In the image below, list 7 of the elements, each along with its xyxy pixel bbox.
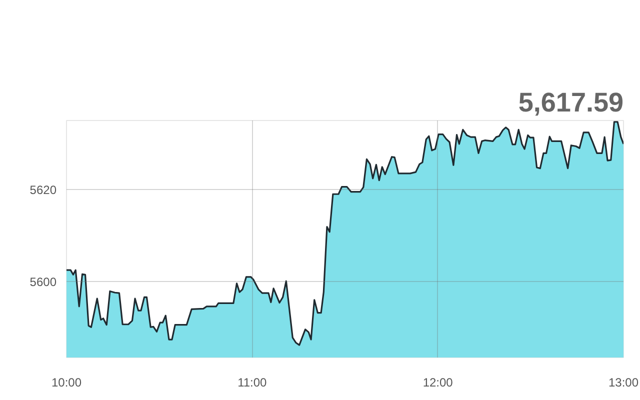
- x-tick-label: 12:00: [422, 376, 454, 390]
- y-tick-label: 5600: [30, 275, 57, 290]
- x-tick-label: 10:00: [51, 376, 82, 390]
- x-tick-label: 11:00: [238, 376, 268, 390]
- y-tick-label: 5620: [30, 183, 57, 198]
- text: 5,617.59: [518, 88, 624, 118]
- x-tick-label: 13:00: [608, 376, 639, 390]
